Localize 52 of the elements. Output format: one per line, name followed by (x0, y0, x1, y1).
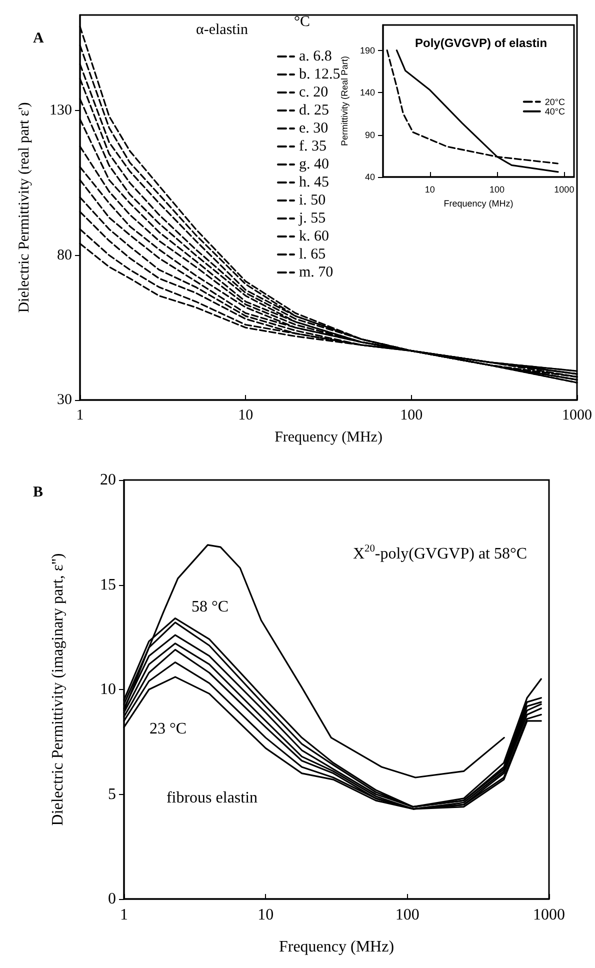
y-tick-label: 0 (108, 890, 116, 908)
x-axis-title: Frequency (MHz) (278, 938, 394, 956)
legend-label: j. 55 (298, 210, 326, 226)
annotation: α-elastin (196, 22, 248, 38)
legend-label: e. 30 (299, 120, 328, 136)
y-axis-title: Permittivity (Real Part) (340, 56, 350, 146)
chart-title: B (33, 484, 44, 500)
x-axis-title: Frequency (MHz) (444, 198, 514, 208)
annotation: 58 °C (191, 598, 229, 616)
legend-label: c. 20 (299, 84, 328, 100)
legend-label: h. 45 (299, 174, 329, 190)
y-tick-label: 40 (364, 172, 375, 182)
text: A (33, 30, 44, 46)
legend-title: °C (294, 14, 310, 30)
text: Poly(GVGVP) of elastin (415, 36, 548, 50)
x-tick-label: 1 (76, 408, 84, 424)
x-axis-title: Frequency (MHz) (274, 430, 382, 446)
legend-label: a. 6.8 (299, 48, 332, 64)
x-tick-label: 10 (238, 408, 254, 424)
legend-label: i. 50 (299, 192, 326, 208)
y-axis-title: Dielectric Permittivity (real part ε') (16, 102, 32, 313)
y-tick-label: 10 (100, 681, 116, 698)
x-tick-label: 10 (258, 906, 274, 924)
y-tick-label: 190 (360, 45, 375, 56)
annotation: fibrous elastin (166, 790, 258, 806)
x-tick-label: 10 (424, 184, 435, 194)
y-tick-label: 90 (364, 130, 375, 140)
x-tick-label: 1 (120, 906, 128, 924)
legend-label: l. 65 (299, 246, 326, 262)
y-tick-label: 140 (360, 88, 375, 98)
legend-label: b. 12.5 (299, 66, 340, 82)
y-tick-label: 30 (57, 392, 72, 408)
legend-label: f. 35 (299, 138, 326, 154)
y-tick-label: 130 (50, 102, 72, 119)
legend-label: 40°C (544, 106, 566, 116)
y-axis-title: Dielectric Permittivity (imaginary part, ε'') (50, 553, 66, 826)
legend-label: k. 60 (299, 228, 329, 244)
x-tick-label: 1000 (533, 906, 565, 924)
x-tick-label: 100 (400, 408, 423, 424)
y-tick-label: 20 (100, 472, 116, 488)
legend-label: 20°C (544, 96, 566, 107)
annotation: 23 °C (149, 720, 187, 738)
x-tick-label: 100 (490, 184, 505, 194)
legend-label: d. 25 (299, 102, 329, 118)
x-tick-label: 1000 (554, 184, 574, 194)
legend-label: m. 70 (299, 264, 334, 280)
y-tick-label: 80 (57, 247, 72, 264)
x-tick-label: 100 (395, 906, 420, 924)
y-tick-label: 5 (108, 786, 116, 803)
x-tick-label: 1000 (562, 408, 592, 424)
y-tick-label: 15 (100, 576, 116, 594)
legend-label: g. 40 (299, 156, 329, 172)
